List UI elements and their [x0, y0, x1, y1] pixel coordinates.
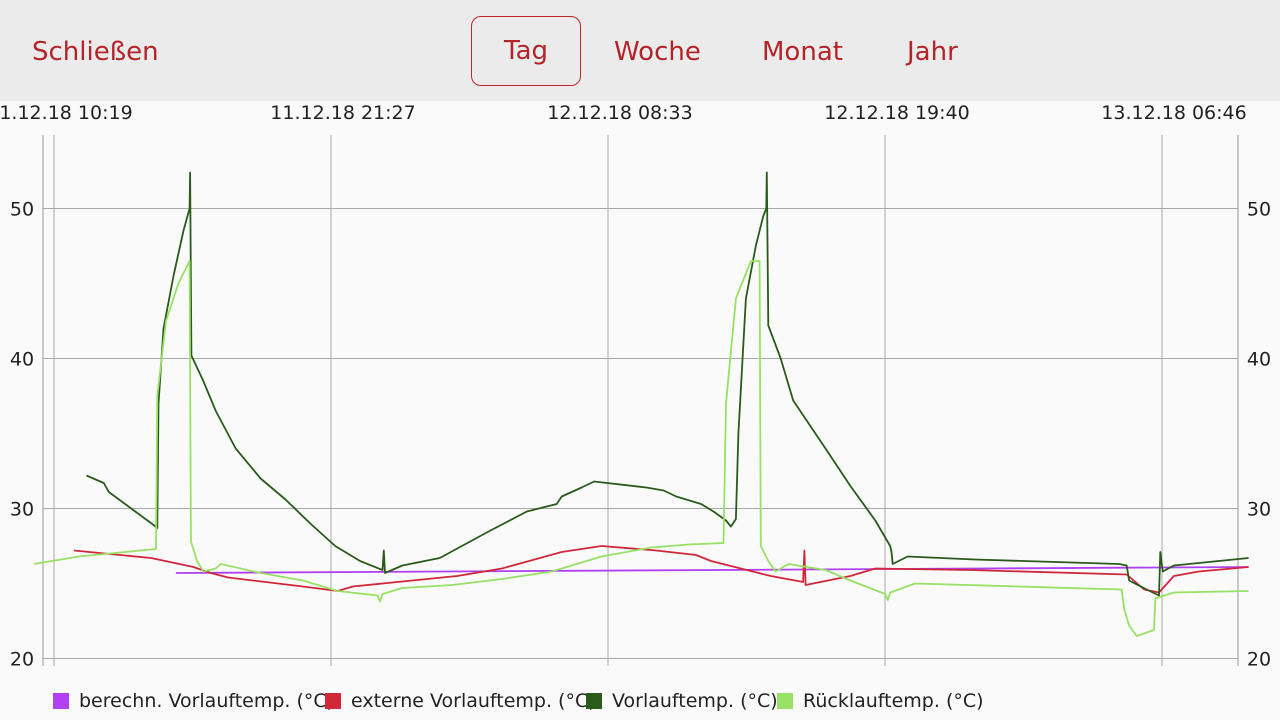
y-tick-label-left: 40 — [10, 349, 34, 371]
legend-swatch-vorlauf — [586, 693, 602, 709]
y-tick-label-left: 50 — [10, 199, 34, 221]
x-tick-label: 1.12.18 10:19 — [0, 102, 133, 124]
x-tick-label: 13.12.18 06:46 — [1101, 102, 1246, 124]
close-button[interactable]: Schließen — [32, 37, 159, 67]
tab-woche[interactable]: Woche — [614, 37, 701, 67]
legend-label-vorlauf: Vorlauftemp. (°C) — [612, 690, 778, 712]
x-tick-label: 11.12.18 21:27 — [270, 102, 415, 124]
legend-label-ruecklauf: Rücklauftemp. (°C) — [803, 690, 984, 712]
legend-swatch-berechn — [53, 693, 69, 709]
series-ruecklauf-line — [33, 260, 1249, 637]
legend-label-externe: externe Vorlauftemp. (°C) — [351, 690, 596, 712]
y-tick-label-right: 30 — [1247, 499, 1271, 521]
y-tick-label-right: 20 — [1247, 649, 1271, 671]
series-berechn-line — [175, 566, 1249, 574]
tab-tag[interactable]: Tag — [471, 16, 581, 86]
y-tick-label-left: 30 — [10, 499, 34, 521]
series-externe-line — [73, 545, 1249, 594]
x-tick-label: 12.12.18 08:33 — [547, 102, 692, 124]
range-toolbar: Schließen Tag Woche Monat Jahr — [0, 0, 1280, 101]
x-tick-label: 12.12.18 19:40 — [824, 102, 969, 124]
series-vorlauf-line — [86, 171, 1249, 597]
tab-jahr[interactable]: Jahr — [907, 37, 958, 67]
legend-swatch-ruecklauf — [777, 693, 793, 709]
y-tick-label-left: 20 — [10, 649, 34, 671]
legend-swatch-externe — [325, 693, 341, 709]
chart-grid — [42, 135, 1239, 666]
y-tick-label-right: 50 — [1247, 199, 1271, 221]
tab-monat[interactable]: Monat — [762, 37, 843, 67]
temperature-chart[interactable]: 1.12.18 10:19 11.12.18 21:27 12.12.18 08:3… — [0, 101, 1280, 689]
legend-label-berechn: berechn. Vorlauftemp. (°C) — [79, 690, 335, 712]
y-tick-label-right: 40 — [1247, 349, 1271, 371]
y-axis-ticks: 20 20 30 30 40 40 50 50 — [10, 199, 1271, 671]
chart-series — [33, 171, 1249, 637]
x-axis-ticks: 1.12.18 10:19 11.12.18 21:27 12.12.18 08:3… — [0, 102, 1247, 124]
